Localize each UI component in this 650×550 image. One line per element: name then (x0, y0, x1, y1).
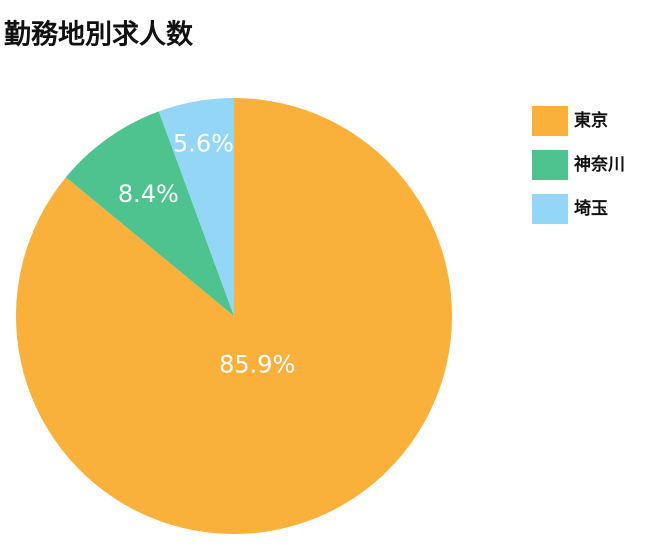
data-label: 8.4% (118, 180, 179, 208)
legend-label: 神奈川 (574, 154, 625, 175)
pie-slice (65, 111, 234, 316)
legend-swatch (532, 150, 568, 180)
legend-swatch (532, 194, 568, 224)
legend-label: 埼玉 (574, 198, 608, 219)
legend-swatch (532, 106, 568, 136)
data-label: 85.9% (219, 350, 295, 378)
pie-slice (158, 98, 234, 316)
chart-title: 勤務地別求人数 (4, 20, 194, 51)
data-label: 5.6% (173, 129, 234, 157)
legend-label: 東京 (574, 110, 608, 131)
pie-slice (15, 98, 452, 534)
